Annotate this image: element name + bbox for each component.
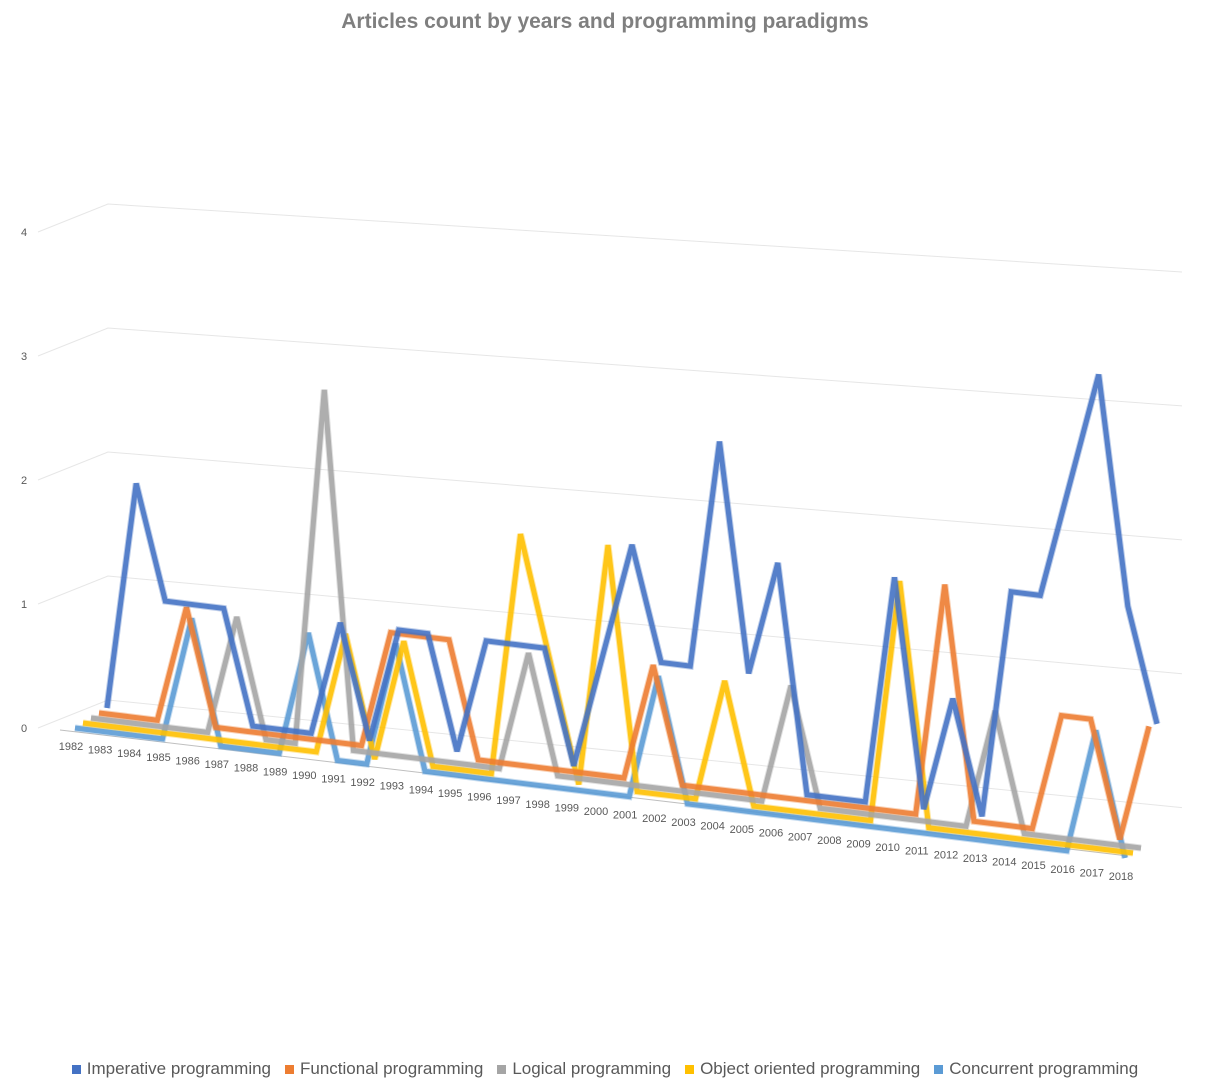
x-tick-label: 1987 <box>205 759 229 771</box>
x-tick-label: 2012 <box>934 849 958 861</box>
x-tick-label: 1982 <box>59 741 83 753</box>
series-line <box>98 584 1152 841</box>
legend-label: Object oriented programming <box>700 1059 921 1078</box>
x-tick-label: 1990 <box>292 770 316 782</box>
x-tick-label: 2003 <box>671 817 695 829</box>
x-tick-label: 2013 <box>963 853 987 865</box>
x-tick-label: 2018 <box>1109 871 1133 883</box>
x-tick-label: 1984 <box>117 748 141 760</box>
x-tick-label: 1988 <box>234 763 258 775</box>
legend-entry: Concurrent programming <box>934 1059 1138 1079</box>
x-tick-label: 1998 <box>525 799 549 811</box>
x-axis-ticks: 1982 1983 1984 1985 1986 1987 1988 1989 1990 1991… <box>59 729 1133 883</box>
y-tick-label: 3 <box>21 351 27 363</box>
y-tick-label: 0 <box>21 723 27 735</box>
gridline <box>37 327 1183 407</box>
x-tick-label: 1997 <box>496 795 520 807</box>
legend-swatch <box>685 1064 695 1074</box>
series-line <box>104 373 1160 817</box>
series-concurrent-programming <box>74 617 1129 859</box>
x-tick-label: 2017 <box>1080 867 1104 879</box>
legend: Imperative programming Functional program… <box>0 1056 1210 1082</box>
gridline <box>37 575 1183 675</box>
legend-label: Functional programming <box>300 1059 484 1078</box>
y-tick-label: 4 <box>21 227 27 239</box>
x-tick-label: 2005 <box>730 824 754 836</box>
legend-swatch <box>934 1064 944 1074</box>
series-imperative-programming <box>103 373 1161 818</box>
x-tick-label: 1996 <box>467 792 491 804</box>
series-line <box>74 617 1128 859</box>
y-tick-label: 2 <box>21 475 27 487</box>
legend-label: Logical programming <box>512 1059 672 1078</box>
x-tick-label: 2008 <box>817 835 841 847</box>
legend-swatch <box>497 1064 507 1074</box>
legend-entry: Imperative programming <box>71 1059 272 1079</box>
gridline <box>37 451 1183 541</box>
legend-entry: Logical programming <box>497 1059 671 1079</box>
x-tick-label: 1995 <box>438 788 462 800</box>
x-tick-label: 1992 <box>350 777 374 789</box>
gridline <box>37 203 1183 273</box>
series-logical-programming <box>90 389 1142 852</box>
x-tick-label: 2004 <box>700 820 724 832</box>
x-tick-label: 2011 <box>905 846 929 858</box>
x-tick-label: 1991 <box>321 774 345 786</box>
series-object-oriented-programming <box>82 533 1134 857</box>
legend-label: Concurrent programming <box>949 1059 1139 1078</box>
x-tick-label: 1985 <box>146 752 170 764</box>
x-tick-label: 2002 <box>642 813 666 825</box>
y-axis-ticks: 0 1 2 3 4 <box>21 227 27 735</box>
x-tick-label: 1989 <box>263 766 287 778</box>
x-tick-label: 2015 <box>1021 860 1045 872</box>
x-tick-label: 1983 <box>88 745 112 757</box>
legend-label: Imperative programming <box>86 1059 272 1078</box>
x-tick-label: 1986 <box>175 755 199 767</box>
legend-swatch <box>71 1064 81 1074</box>
x-tick-label: 2000 <box>584 806 608 818</box>
legend-entry: Functional programming <box>285 1059 483 1079</box>
series-line <box>82 533 1134 856</box>
x-tick-label: 2007 <box>788 831 812 843</box>
x-tick-label: 2001 <box>613 810 637 822</box>
x-tick-label: 2016 <box>1050 864 1074 876</box>
x-tick-label: 1993 <box>380 781 404 793</box>
x-tick-label: 2014 <box>992 857 1016 869</box>
x-tick-label: 1999 <box>555 802 579 814</box>
chart-title: Articles count by years and programming … <box>341 10 869 33</box>
x-tick-label: 2006 <box>759 828 783 840</box>
legend-swatch <box>285 1064 295 1074</box>
series-functional-programming <box>98 584 1153 841</box>
legend-entry: Object oriented programming <box>685 1059 920 1079</box>
x-tick-label: 2009 <box>846 839 870 851</box>
y-tick-label: 1 <box>21 599 27 611</box>
series-line <box>90 389 1142 851</box>
x-tick-label: 1994 <box>409 784 433 796</box>
x-tick-label: 2010 <box>875 842 899 854</box>
series-lines <box>74 373 1161 859</box>
